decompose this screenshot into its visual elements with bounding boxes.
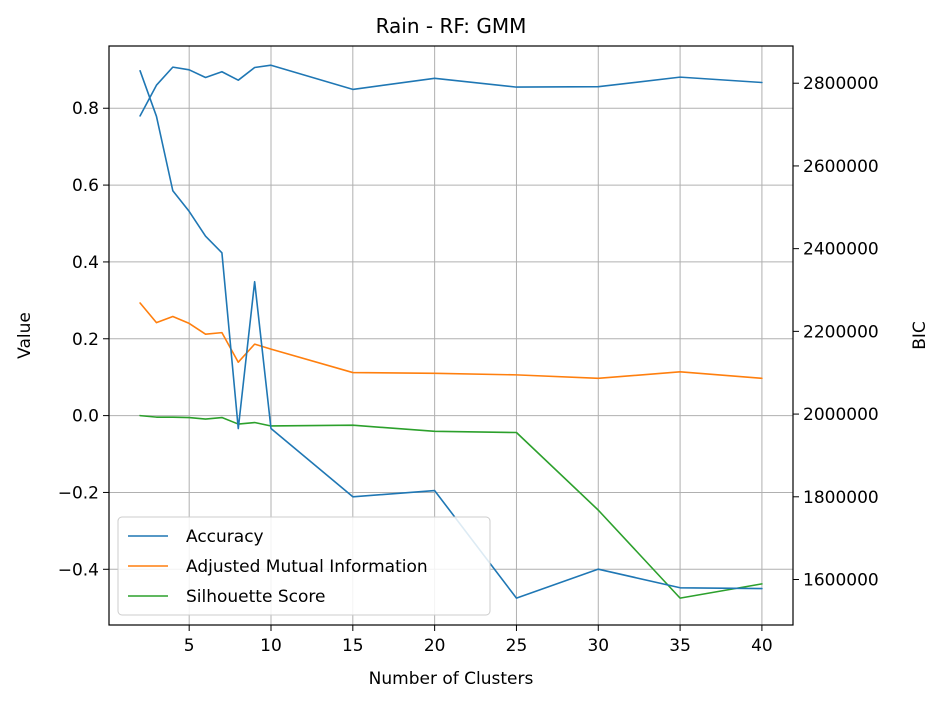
legend-label-silhouette: Silhouette Score — [186, 587, 325, 607]
legend-entry-silhouette: Silhouette Score — [128, 587, 325, 607]
x-tick-label: 40 — [751, 636, 773, 656]
y-axis-label: Value — [15, 312, 35, 359]
y-tick-label: 0.2 — [72, 330, 99, 350]
y2-tick-label: 2400000 — [803, 240, 879, 260]
legend-box — [117, 516, 491, 616]
y2-axis-label: BIC — [910, 321, 930, 350]
y-tick-label: 0.8 — [72, 99, 99, 119]
x-tick-label: 10 — [260, 636, 282, 656]
ticks-layer: 5 10 15 20 25 30 35 40 −0.4 −0.2 0.0 0.2 0.4 0.6 0.8 16… — [58, 74, 879, 656]
y2-tick-label: 2600000 — [803, 157, 879, 177]
y-tick-label: −0.4 — [58, 560, 99, 580]
grid-layer — [109, 46, 793, 625]
plot-frame — [108, 45, 794, 626]
x-tick-label: 35 — [669, 636, 691, 656]
legend-label-accuracy: Accuracy — [186, 527, 264, 547]
y2-tick-label: 1800000 — [803, 488, 879, 508]
x-tick-label: 5 — [184, 636, 195, 656]
x-tick-label: 30 — [587, 636, 609, 656]
series-line-1 — [139, 302, 763, 380]
x-axis-label: Number of Clusters — [369, 669, 534, 689]
legend-entry-accuracy: Accuracy — [128, 527, 264, 547]
legend: Accuracy Adjusted Mutual Information Sil… — [117, 516, 491, 616]
y2-tick-label: 1600000 — [803, 571, 879, 591]
series-line-0 — [139, 64, 763, 117]
x-tick-label: 20 — [424, 636, 446, 656]
y2-tick-label: 2000000 — [803, 405, 879, 425]
y-tick-label: 0.0 — [72, 407, 99, 427]
y-tick-label: 0.4 — [72, 253, 99, 273]
chart-title: Rain - RF: GMM — [376, 14, 527, 38]
y2-tick-label: 2800000 — [803, 74, 879, 94]
y-tick-label: −0.2 — [58, 483, 99, 503]
legend-entry-ami: Adjusted Mutual Information — [128, 557, 428, 577]
y2-tick-label: 2200000 — [803, 322, 879, 342]
series-line-bic — [139, 70, 763, 599]
series-layer — [139, 64, 763, 599]
series-line-2 — [139, 414, 763, 599]
x-tick-label: 25 — [506, 636, 528, 656]
legend-label-ami: Adjusted Mutual Information — [186, 557, 428, 577]
x-tick-label: 15 — [342, 636, 364, 656]
y-tick-label: 0.6 — [72, 176, 99, 196]
